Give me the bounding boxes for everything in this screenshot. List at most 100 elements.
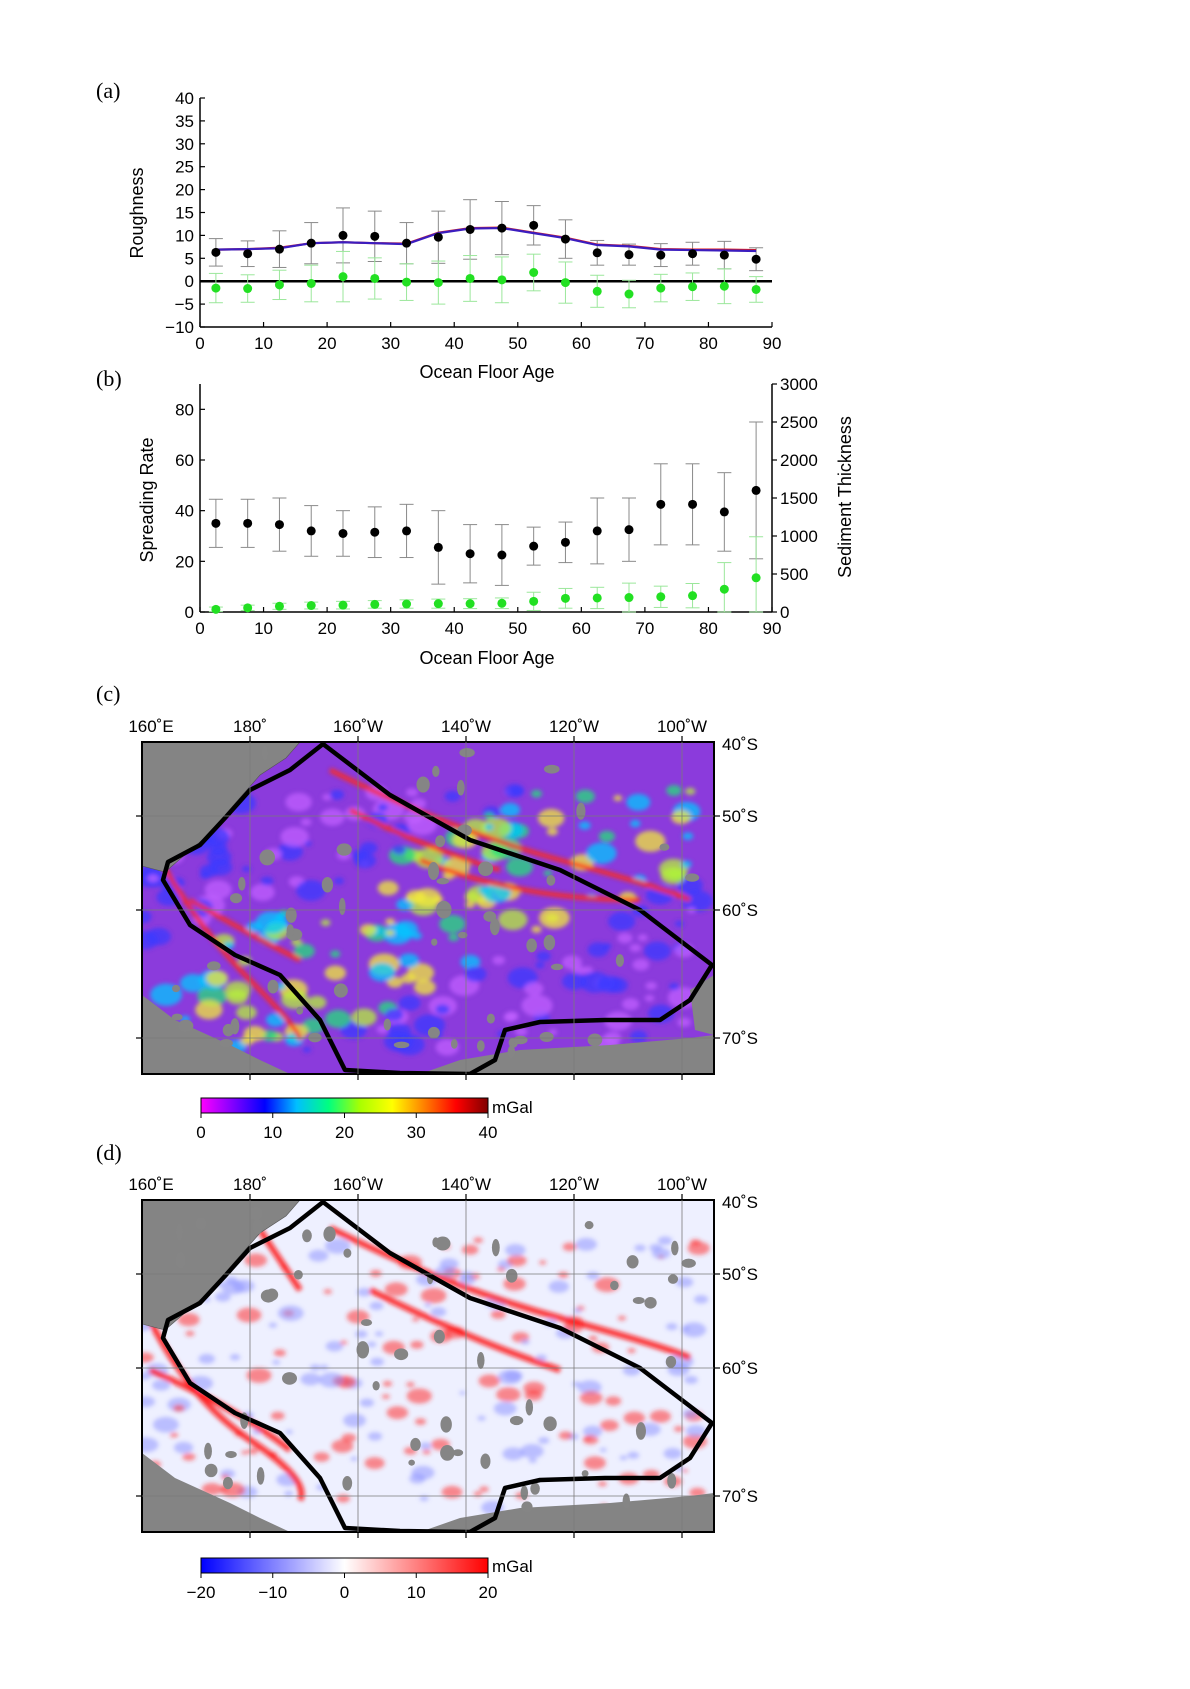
colorbar-tick-label: 30 (407, 1123, 426, 1142)
map-d-texture-blob (422, 1449, 431, 1455)
seamount (265, 1288, 279, 1301)
map-d-texture-blob (381, 1394, 390, 1399)
map-c-texture-blob (385, 918, 396, 926)
map-c-texture-blob (484, 824, 494, 831)
map-d-texture-blob (152, 1379, 171, 1391)
map-c-texture-blob (142, 910, 152, 924)
seamount (248, 1206, 263, 1221)
map-d-texture-blob (221, 1280, 245, 1295)
map-d-texture-blob (523, 1381, 545, 1395)
chart-b-ytick-right-label: 500 (780, 565, 808, 584)
seamount (336, 843, 352, 856)
map-c-texture-blob (411, 798, 427, 809)
map-c-texture-blob (385, 929, 395, 936)
seamount (436, 878, 449, 885)
map-c-texture-blob (580, 971, 611, 993)
map-d-colorbar (200, 1557, 489, 1574)
map-c-texture-blob (396, 898, 414, 911)
colorbar-tick-label: 0 (196, 1123, 205, 1142)
map-lat-label: 40˚S (722, 1193, 758, 1212)
map-d-texture-blob (681, 1322, 707, 1338)
map-c-texture-blob (681, 890, 713, 912)
chart-b-point (465, 599, 475, 609)
map-d-texture-blob (420, 1288, 447, 1304)
chart-a-point (719, 281, 729, 291)
seamount (204, 1442, 212, 1460)
chart-a-point (306, 278, 316, 288)
map-c-texture-blob (224, 981, 251, 1000)
map-d-texture-blob (382, 1380, 393, 1387)
map-lat-label: 60˚S (722, 1359, 758, 1378)
map-lon-label: 160˚W (333, 1175, 383, 1194)
seamount (483, 911, 497, 922)
seamount (302, 1229, 312, 1243)
colorbar-tick-label: 10 (263, 1123, 282, 1142)
colorbar-tick-label: 10 (407, 1583, 426, 1602)
chart-b-ytick-label: 60 (175, 451, 194, 470)
map-c-texture-blob (398, 995, 421, 1011)
map-c-texture-blob (377, 880, 399, 896)
map-d-texture-blob (605, 1396, 622, 1406)
seamount (681, 1258, 696, 1268)
map-lon-label: 100˚W (657, 717, 707, 736)
map-c-texture-blob (435, 1004, 450, 1015)
map-c-texture-blob (575, 789, 595, 804)
chart-a-xtick-label: 70 (635, 334, 654, 353)
chart-b-point (338, 600, 348, 610)
chart-a-point (402, 277, 412, 287)
map-d-texture-blob (600, 1419, 619, 1432)
map-c-texture-blob (632, 958, 650, 971)
seamount (333, 983, 348, 998)
seamount (323, 1226, 336, 1242)
map-d-texture-blob (419, 1442, 432, 1450)
map-c-texture-blob (351, 1008, 377, 1027)
map-d-ridge (328, 1225, 692, 1361)
seamount (576, 802, 586, 820)
map-c-ridge (188, 897, 302, 963)
map-c-texture-blob (325, 1009, 351, 1028)
map-d-texture-blob (430, 1307, 447, 1317)
chart-b-point (624, 525, 634, 535)
map-d-texture-blob (324, 1238, 351, 1254)
map-c-texture-blob (322, 793, 332, 801)
map-lat-label: 70˚S (722, 1487, 758, 1506)
map-d-texture-blob (409, 1473, 426, 1484)
map-d-texture-blob (558, 1271, 569, 1279)
map-lon-label: 100˚W (657, 1175, 707, 1194)
map-d-texture-blob (504, 1370, 523, 1382)
map-d-texture-blob (490, 1309, 506, 1319)
seamount (175, 1223, 183, 1241)
seamount (175, 1251, 186, 1269)
map-c-ridge (157, 858, 303, 1041)
panel-label-c: (c) (96, 681, 120, 706)
seamount (521, 1501, 533, 1513)
seamount (356, 1341, 370, 1359)
chart-a-point (560, 234, 570, 244)
map-d-texture-blob (374, 1331, 384, 1337)
chart-a-ytick-label: 20 (175, 181, 194, 200)
chart-a-ytick-label: 10 (175, 226, 194, 245)
map-d-texture-blob (336, 1494, 350, 1503)
chart-a-point (338, 230, 348, 240)
seamount (476, 1040, 485, 1052)
map-d-texture-blob (496, 1387, 521, 1402)
chart-a-ytick-label: 40 (175, 89, 194, 108)
seamount (427, 862, 440, 881)
seamount (659, 843, 670, 851)
map-c-texture-blob (295, 880, 326, 901)
map-c-texture-blob (674, 920, 684, 927)
map-c-texture-blob (629, 819, 641, 828)
seamount (644, 1296, 657, 1309)
spreading-rate-chart: Ocean Floor Age Spreading Rate Sediment … (137, 375, 855, 668)
chart-a-point (433, 232, 443, 242)
seamount (172, 984, 181, 993)
seamount (342, 1475, 353, 1491)
seamount (372, 1380, 380, 1391)
colorbar-tick-label: 20 (479, 1583, 498, 1602)
map-d-texture-blob (285, 1429, 293, 1435)
chart-a-point (497, 275, 507, 285)
map-c-texture-blob (617, 932, 633, 944)
seamount (285, 907, 297, 923)
chart-b-ytick-label: 80 (175, 400, 194, 419)
map-d-texture-blob (473, 1491, 483, 1497)
